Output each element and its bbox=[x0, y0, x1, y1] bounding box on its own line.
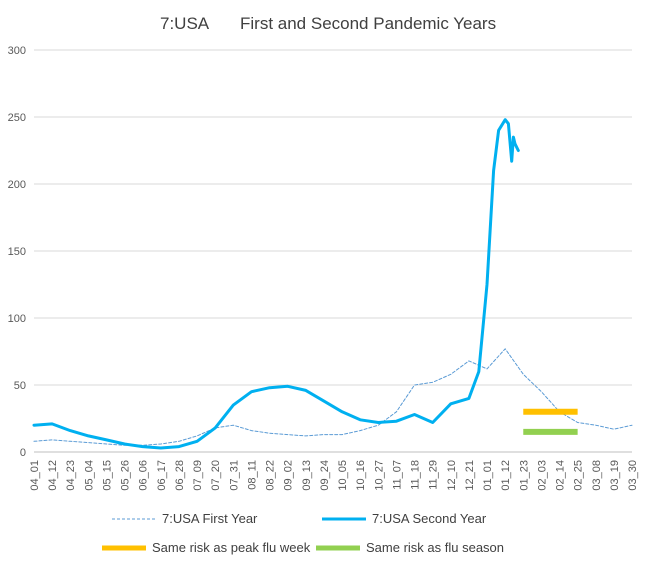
x-tick-label: 03_08 bbox=[591, 460, 603, 491]
x-axis-ticks: 04_01 04_12 04_23 05_04 05_15 05_26 06_06 06_17… bbox=[29, 460, 639, 491]
x-tick-label: 07_31 bbox=[228, 460, 240, 491]
series-lines bbox=[32, 118, 633, 450]
x-tick-label: 05_26 bbox=[120, 460, 132, 491]
x-tick-label: 01_23 bbox=[518, 460, 530, 491]
x-tick-label: 09_24 bbox=[319, 460, 331, 491]
x-tick-label: 06_06 bbox=[138, 460, 150, 491]
y-tick-label: 50 bbox=[14, 380, 26, 392]
chart-title-left: 7:USA bbox=[160, 14, 210, 33]
gridlines bbox=[34, 49, 632, 453]
x-tick-label: 10_16 bbox=[355, 460, 367, 491]
x-tick-label: 07_09 bbox=[192, 460, 204, 491]
y-tick-label: 150 bbox=[8, 246, 26, 258]
x-tick-label: 11_07 bbox=[391, 460, 403, 490]
legend-label: 7:USA First Year bbox=[162, 511, 258, 526]
x-tick-label: 09_02 bbox=[283, 460, 295, 491]
x-tick-label: 12_10 bbox=[446, 460, 458, 491]
x-tick-label: 01_01 bbox=[482, 460, 494, 491]
x-tick-label: 10_27 bbox=[373, 460, 385, 491]
x-tick-label: 04_23 bbox=[65, 460, 77, 491]
series-line-1 bbox=[32, 118, 520, 450]
x-tick-label: 10_05 bbox=[337, 460, 349, 491]
x-tick-label: 01_12 bbox=[500, 460, 512, 491]
x-tick-label: 09_13 bbox=[301, 460, 313, 491]
y-tick-label: 0 bbox=[20, 447, 26, 459]
x-tick-label: 05_15 bbox=[101, 460, 113, 491]
x-tick-label: 02_14 bbox=[555, 460, 567, 491]
y-tick-label: 300 bbox=[8, 45, 26, 57]
legend: 7:USA First Year 7:USA Second Year Same ri… bbox=[102, 511, 504, 555]
legend-label: Same risk as flu season bbox=[366, 540, 504, 555]
x-tick-label: 12_21 bbox=[464, 460, 476, 491]
x-tick-label: 06_17 bbox=[156, 460, 168, 491]
x-tick-label: 11_18 bbox=[410, 460, 422, 490]
x-tick-label: 02_25 bbox=[573, 460, 585, 491]
x-tick-label: 06_28 bbox=[174, 460, 186, 491]
y-axis-ticks: 0 50 100 150 200 250 300 bbox=[8, 45, 26, 459]
x-tick-label: 11_29 bbox=[428, 460, 440, 490]
y-tick-label: 200 bbox=[8, 179, 26, 191]
x-tick-label: 05_04 bbox=[83, 460, 95, 491]
x-tick-label: 03_30 bbox=[627, 460, 639, 491]
legend-label: 7:USA Second Year bbox=[372, 511, 487, 526]
x-tick-label: 08_22 bbox=[265, 460, 277, 491]
legend-label: Same risk as peak flu week bbox=[152, 540, 311, 555]
x-tick-label: 04_01 bbox=[29, 460, 41, 491]
y-tick-label: 250 bbox=[8, 112, 26, 124]
x-tick-label: 04_12 bbox=[47, 460, 59, 491]
x-tick-label: 07_20 bbox=[210, 460, 222, 491]
x-tick-label: 03_19 bbox=[609, 460, 621, 491]
x-tick-label: 02_03 bbox=[536, 460, 548, 491]
chart-title-right: First and Second Pandemic Years bbox=[240, 14, 496, 33]
x-tick-label: 08_11 bbox=[246, 460, 258, 490]
y-tick-label: 100 bbox=[8, 313, 26, 325]
